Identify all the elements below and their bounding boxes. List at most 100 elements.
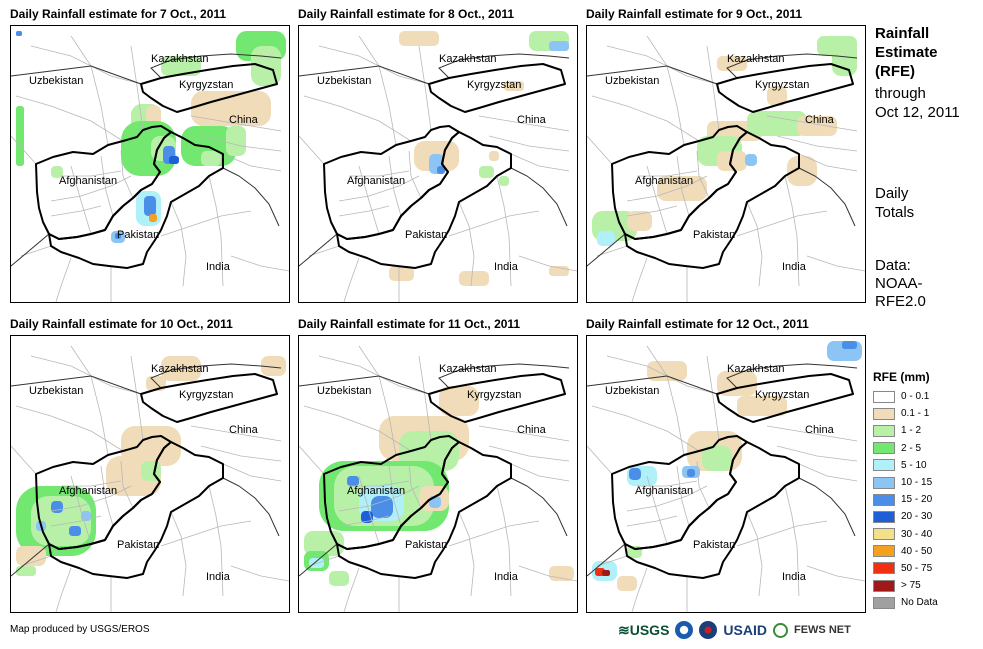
province-boundary <box>496 485 512 597</box>
country-label-kazakhstan: Kazakhstan <box>727 53 784 65</box>
legend-rows: 0 - 0.1 0.1 - 1 1 - 2 2 - 5 5 - 10 10 - 15 15 … <box>873 388 978 611</box>
rainfall-map: Kazakhstan Uzbekistan Kyrgyzstan China Afgha… <box>11 345 289 612</box>
rainfall-area <box>687 469 695 477</box>
rainfall-area <box>489 151 499 161</box>
province-boundary <box>784 485 800 597</box>
province-boundary <box>646 165 668 235</box>
country-label-pakistan: Pakistan <box>693 539 735 551</box>
kazakhstan-border <box>726 53 858 79</box>
province-boundary <box>637 480 698 487</box>
province-boundary <box>591 405 700 452</box>
country-label-afghanistan: Afghanistan <box>635 485 693 497</box>
panel-title: Daily Rainfall estimate for 10 Oct., 201… <box>10 317 233 331</box>
rainfall-map: Kazakhstan Uzbekistan Kyrgyzstan China Afgha… <box>587 341 865 612</box>
province-boundary <box>496 175 512 287</box>
side-data-line: NOAA- <box>875 275 923 292</box>
map-frame: Kazakhstan Uzbekistan Kyrgyzstan China Afgha… <box>10 25 290 303</box>
province-boundary <box>626 205 678 217</box>
neighbor-border <box>11 65 142 85</box>
province-boundary <box>20 245 52 257</box>
province-boundary <box>11 445 37 475</box>
province-boundary <box>776 135 858 152</box>
rainfall-area <box>149 214 157 222</box>
rainfall-area <box>702 446 732 471</box>
legend-label: > 75 <box>901 580 921 592</box>
province-boundary <box>61 480 122 487</box>
province-boundary <box>408 150 422 199</box>
province-boundary <box>50 485 132 512</box>
iran-border <box>11 543 50 577</box>
rainfall-area <box>121 121 176 176</box>
province-boundary <box>61 170 122 177</box>
province-boundary <box>458 511 475 597</box>
province-boundary <box>646 345 685 456</box>
legend-swatch <box>873 562 895 575</box>
province-boundary <box>349 480 410 487</box>
country-label-kazakhstan: Kazakhstan <box>727 363 784 375</box>
legend-item: 0 - 0.1 <box>873 388 978 405</box>
rainfall-area <box>16 31 22 36</box>
province-boundary <box>478 115 570 132</box>
province-boundary <box>587 445 613 475</box>
side-daily-line: Daily <box>875 185 909 202</box>
province-boundary <box>776 445 858 462</box>
kyrgyzstan-outline <box>428 373 566 423</box>
kyrgyzstan-outline <box>716 373 854 423</box>
rainfall-area <box>797 116 837 136</box>
province-boundary <box>303 95 412 142</box>
province-boundary <box>784 175 800 287</box>
rainfall-area <box>399 31 439 46</box>
iran-border <box>587 233 626 267</box>
country-label-uzbekistan: Uzbekistan <box>605 75 659 87</box>
india-border <box>718 477 856 575</box>
country-label-india: India <box>494 571 519 583</box>
pakistan-outline <box>336 131 512 269</box>
rainfall-area <box>629 468 641 480</box>
kazakhstan-border <box>438 363 570 389</box>
province-boundary <box>170 511 187 597</box>
legend-swatch <box>873 476 895 489</box>
country-label-uzbekistan: Uzbekistan <box>317 385 371 397</box>
legend-title: RFE (mm) <box>873 370 930 384</box>
province-boundary <box>338 175 420 202</box>
india-border <box>142 167 280 265</box>
province-boundary <box>308 245 340 257</box>
country-label-afghanistan: Afghanistan <box>635 175 693 187</box>
panel-title: Daily Rainfall estimate for 12 Oct., 201… <box>586 317 809 331</box>
province-boundary <box>120 460 134 509</box>
province-boundary <box>591 95 700 142</box>
country-label-afghanistan: Afghanistan <box>59 175 117 187</box>
province-boundary <box>308 555 340 567</box>
legend-swatch <box>873 459 895 472</box>
province-boundary <box>596 245 628 257</box>
india-border <box>142 477 280 575</box>
province-boundary <box>478 425 570 442</box>
country-label-china: China <box>805 424 835 436</box>
legend-swatch <box>873 579 895 592</box>
credit-text: Map produced by USGS/EROS <box>10 624 150 635</box>
rainfall-area <box>787 156 817 186</box>
province-boundary <box>518 565 577 582</box>
rainfall-area <box>51 501 63 513</box>
iran-border <box>299 233 338 267</box>
province-boundary <box>676 155 690 217</box>
legend-label: 15 - 20 <box>901 494 933 506</box>
legend-label: 20 - 30 <box>901 511 933 523</box>
province-boundary <box>338 515 390 527</box>
rainfall-area <box>439 386 479 416</box>
rainfall-area <box>549 566 574 581</box>
rainfall-area <box>504 81 524 91</box>
rainfall-area <box>51 166 63 178</box>
legend-item: 1 - 2 <box>873 422 978 439</box>
kazakhstan-border <box>726 363 858 389</box>
province-boundary <box>50 515 102 527</box>
legend-label: 10 - 15 <box>901 477 933 489</box>
legend-item: 2 - 5 <box>873 440 978 457</box>
fews-globe-icon <box>772 622 788 638</box>
legend: RFE (mm) 0 - 0.1 0.1 - 1 1 - 2 2 - 5 5 - 10 1… <box>873 370 978 611</box>
rainfall-area <box>717 371 757 396</box>
legend-label: 5 - 10 <box>901 459 927 471</box>
province-boundary <box>806 255 865 272</box>
province-boundary <box>358 475 380 545</box>
country-label-uzbekistan: Uzbekistan <box>317 75 371 87</box>
